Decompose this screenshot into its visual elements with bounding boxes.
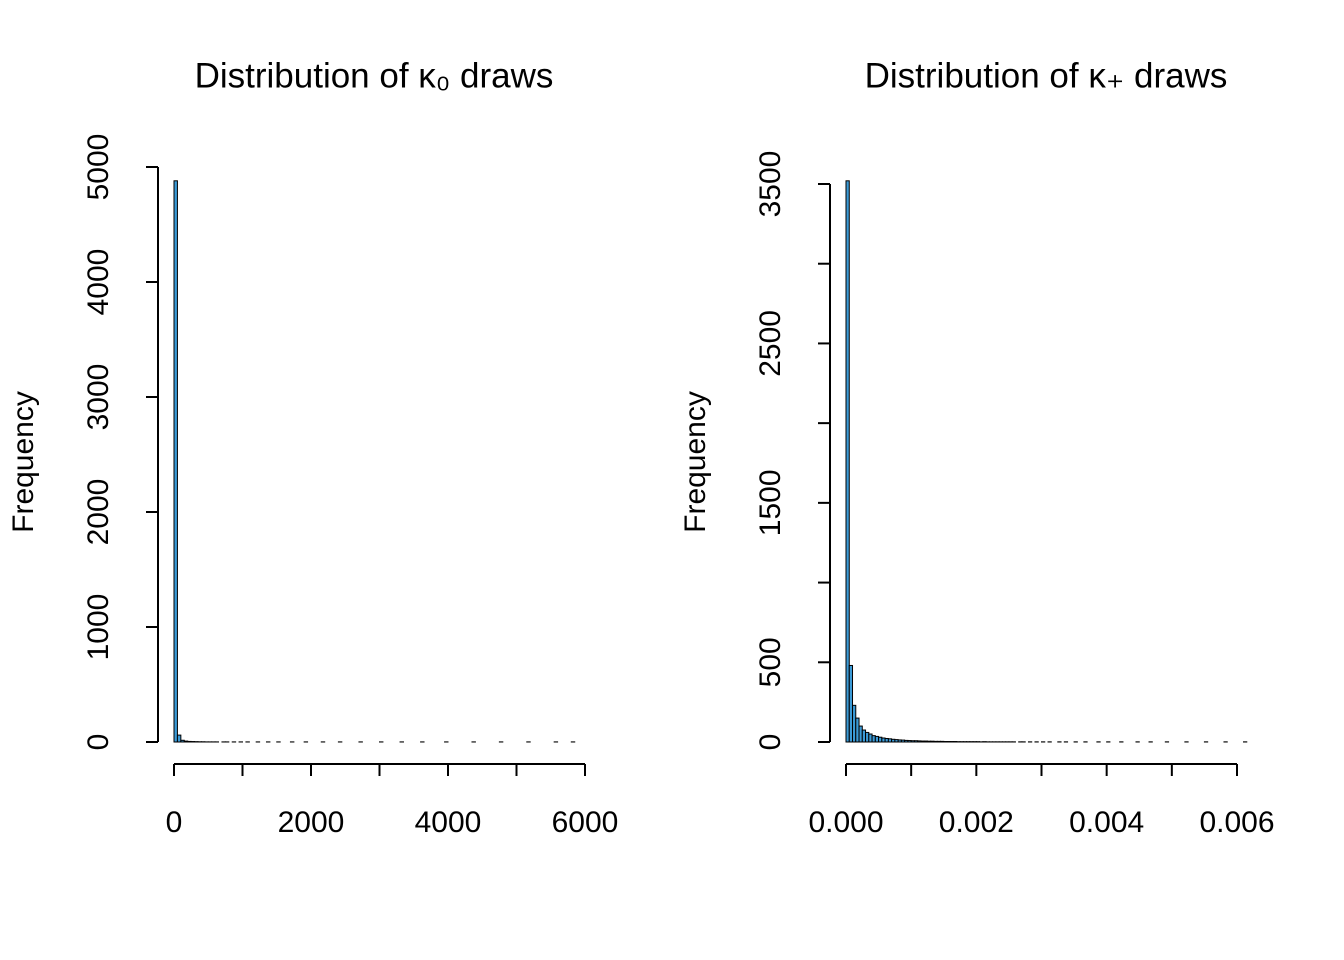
histogram-bar — [173, 180, 178, 743]
y-tick-label: 0 — [82, 734, 115, 751]
y-axis-label: Frequency — [679, 391, 712, 533]
x-tick-label: 6000 — [552, 806, 619, 839]
y-tick-label: 2000 — [82, 479, 115, 546]
y-tick-label: 3000 — [82, 364, 115, 431]
y-tick-label: 3500 — [754, 151, 787, 218]
chart-title: Distribution of κ₊ draws — [865, 56, 1228, 95]
x-tick-label: 0 — [166, 806, 183, 839]
y-tick-label: 0 — [754, 734, 787, 751]
x-tick-label: 0.004 — [1069, 806, 1144, 839]
x-tick-label: 4000 — [415, 806, 482, 839]
chart-title: Distribution of κ₀ draws — [195, 56, 554, 95]
x-tick-label: 0.006 — [1199, 806, 1274, 839]
x-tick-label: 0.002 — [939, 806, 1014, 839]
histogram-bar — [183, 740, 189, 743]
y-tick-label: 5000 — [82, 134, 115, 201]
y-tick-label: 500 — [754, 637, 787, 687]
y-tick-label: 2500 — [754, 310, 787, 377]
histogram-bar — [848, 664, 854, 743]
x-tick-label: 2000 — [278, 806, 345, 839]
y-tick-label: 1000 — [82, 594, 115, 661]
histogram-bar — [845, 180, 850, 743]
histogram-bar — [176, 734, 182, 743]
y-tick-label: 1500 — [754, 469, 787, 536]
histogram-bar — [180, 739, 185, 743]
x-tick-label: 0.000 — [808, 806, 883, 839]
y-tick-label: 4000 — [82, 249, 115, 316]
histogram-bar — [187, 740, 192, 743]
y-axis-label: Frequency — [7, 391, 40, 533]
